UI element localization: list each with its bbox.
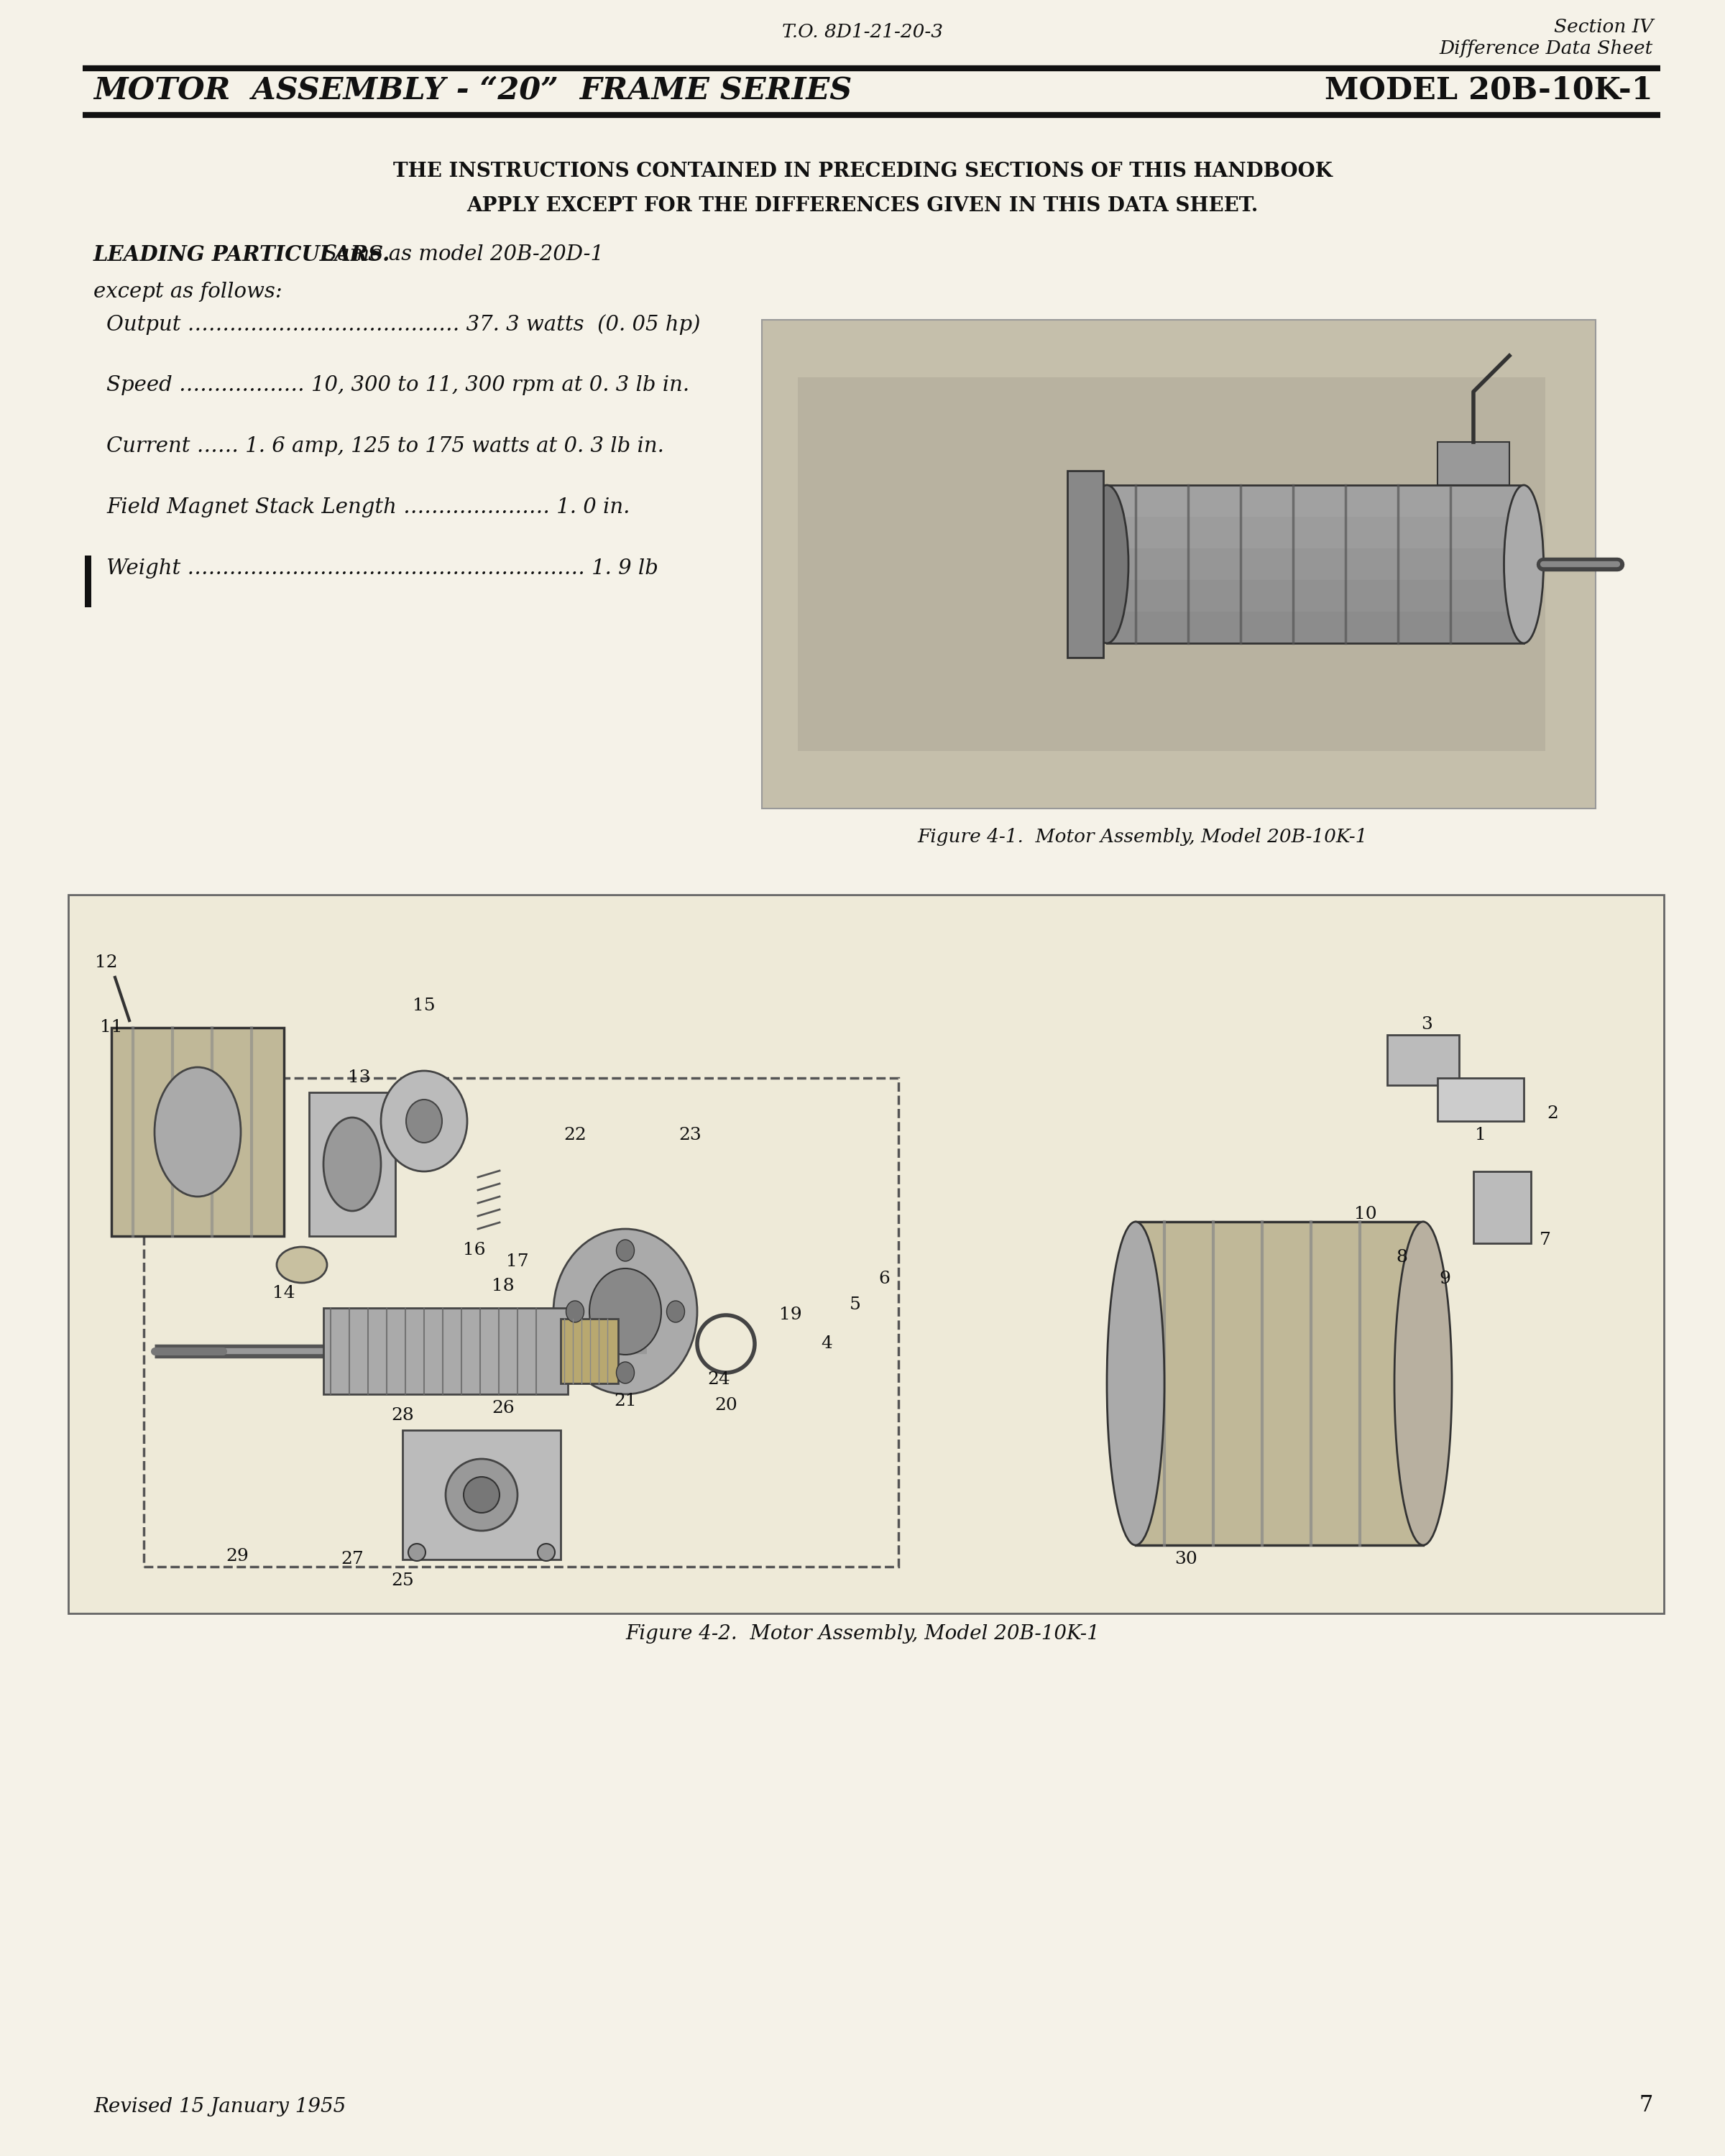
Text: Difference Data Sheet: Difference Data Sheet <box>1439 39 1653 58</box>
Text: 22: 22 <box>564 1128 587 1143</box>
Text: Output ………………………………… 37. 3 watts  (0. 05 hp): Output ………………………………… 37. 3 watts (0. 05 … <box>107 315 700 334</box>
Circle shape <box>409 1544 426 1561</box>
Text: 3: 3 <box>1421 1015 1432 1033</box>
Ellipse shape <box>590 1268 661 1354</box>
Text: 26: 26 <box>492 1401 514 1416</box>
Text: 10: 10 <box>1354 1207 1377 1222</box>
Bar <box>112 1028 285 1235</box>
Ellipse shape <box>381 1072 467 1171</box>
Bar <box>69 895 1665 1613</box>
Ellipse shape <box>445 1460 518 1531</box>
Text: 5: 5 <box>850 1296 861 1313</box>
Ellipse shape <box>1504 485 1544 642</box>
Text: 14: 14 <box>273 1285 295 1302</box>
Ellipse shape <box>324 1117 381 1212</box>
Text: except as follows:: except as follows: <box>93 282 283 302</box>
Ellipse shape <box>155 1067 242 1197</box>
Text: MOTOR  ASSEMBLY - “20”  FRAME SERIES: MOTOR ASSEMBLY - “20” FRAME SERIES <box>93 75 852 106</box>
Ellipse shape <box>464 1477 500 1514</box>
Bar <box>1437 1078 1523 1121</box>
Text: 12: 12 <box>95 955 117 970</box>
Text: 7: 7 <box>1639 2093 1653 2117</box>
Ellipse shape <box>566 1300 585 1322</box>
Bar <box>324 1309 568 1395</box>
Text: LEADING PARTICULARS.: LEADING PARTICULARS. <box>93 244 390 265</box>
Ellipse shape <box>405 1100 442 1143</box>
Bar <box>309 1093 395 1235</box>
Bar <box>85 556 91 608</box>
Text: 19: 19 <box>780 1307 802 1324</box>
Ellipse shape <box>616 1363 635 1384</box>
Bar <box>1107 612 1523 642</box>
Text: 6: 6 <box>878 1272 890 1287</box>
Text: T.O. 8D1-21-20-3: T.O. 8D1-21-20-3 <box>781 24 944 41</box>
Bar <box>1107 580 1523 612</box>
Text: 24: 24 <box>707 1371 730 1388</box>
Bar <box>402 1429 561 1559</box>
Text: 13: 13 <box>348 1069 371 1087</box>
Text: Revised 15 January 1955: Revised 15 January 1955 <box>93 2098 347 2117</box>
Bar <box>1473 1171 1532 1244</box>
Text: Figure 4-2.  Motor Assembly, Model 20B-10K-1: Figure 4-2. Motor Assembly, Model 20B-10… <box>626 1623 1099 1643</box>
Text: Current …… 1. 6 amp, 125 to 175 watts at 0. 3 lb in.: Current …… 1. 6 amp, 125 to 175 watts at… <box>107 436 664 457</box>
Text: 25: 25 <box>392 1574 414 1589</box>
Text: 1: 1 <box>1475 1128 1487 1143</box>
Ellipse shape <box>276 1246 328 1283</box>
Bar <box>1107 517 1523 548</box>
Bar <box>143 1078 899 1567</box>
Text: 2: 2 <box>1547 1106 1558 1121</box>
Ellipse shape <box>616 1240 635 1261</box>
Text: 18: 18 <box>492 1279 514 1294</box>
Bar <box>762 319 1596 808</box>
Bar <box>561 1319 618 1384</box>
Text: Section IV: Section IV <box>1554 17 1653 37</box>
Text: 8: 8 <box>1396 1250 1408 1266</box>
Bar <box>1135 1222 1423 1546</box>
Bar <box>1068 470 1104 658</box>
Text: 7: 7 <box>1540 1231 1551 1248</box>
Text: 29: 29 <box>226 1548 248 1565</box>
Text: 23: 23 <box>678 1128 702 1143</box>
Text: 15: 15 <box>412 998 435 1015</box>
Text: 17: 17 <box>505 1253 530 1270</box>
Text: 11: 11 <box>100 1020 122 1037</box>
Bar <box>1437 442 1509 485</box>
Bar <box>797 377 1546 750</box>
Ellipse shape <box>1107 1222 1164 1546</box>
Text: 21: 21 <box>614 1393 637 1410</box>
Text: Speed ……………… 10, 300 to 11, 300 rpm at 0. 3 lb in.: Speed ……………… 10, 300 to 11, 300 rpm at 0… <box>107 375 690 395</box>
Ellipse shape <box>554 1229 697 1395</box>
Text: 20: 20 <box>714 1397 737 1414</box>
Circle shape <box>538 1544 555 1561</box>
Bar <box>1387 1035 1459 1084</box>
Ellipse shape <box>1085 485 1128 642</box>
Text: Weight ………………………………………………… 1. 9 lb: Weight ………………………………………………… 1. 9 lb <box>107 558 659 578</box>
Text: MODEL 20B-10K-1: MODEL 20B-10K-1 <box>1325 75 1653 106</box>
Ellipse shape <box>666 1300 685 1322</box>
Bar <box>1107 548 1523 580</box>
Text: THE INSTRUCTIONS CONTAINED IN PRECEDING SECTIONS OF THIS HANDBOOK: THE INSTRUCTIONS CONTAINED IN PRECEDING … <box>393 162 1332 181</box>
Text: 9: 9 <box>1439 1272 1451 1287</box>
Bar <box>1107 485 1523 642</box>
Text: Field Magnet Stack Length ………………… 1. 0 in.: Field Magnet Stack Length ………………… 1. 0 i… <box>107 498 630 517</box>
Text: Same as model 20B-20D-1: Same as model 20B-20D-1 <box>316 244 604 265</box>
Text: 30: 30 <box>1175 1552 1197 1567</box>
Text: 27: 27 <box>342 1552 364 1567</box>
Bar <box>1107 485 1523 517</box>
Text: 28: 28 <box>392 1408 414 1425</box>
Text: 16: 16 <box>462 1242 486 1259</box>
Text: 4: 4 <box>821 1335 831 1352</box>
Text: Figure 4-1.  Motor Assembly, Model 20B-10K-1: Figure 4-1. Motor Assembly, Model 20B-10… <box>918 828 1368 845</box>
Ellipse shape <box>1394 1222 1452 1546</box>
Text: APPLY EXCEPT FOR THE DIFFERENCES GIVEN IN THIS DATA SHEET.: APPLY EXCEPT FOR THE DIFFERENCES GIVEN I… <box>467 196 1258 216</box>
